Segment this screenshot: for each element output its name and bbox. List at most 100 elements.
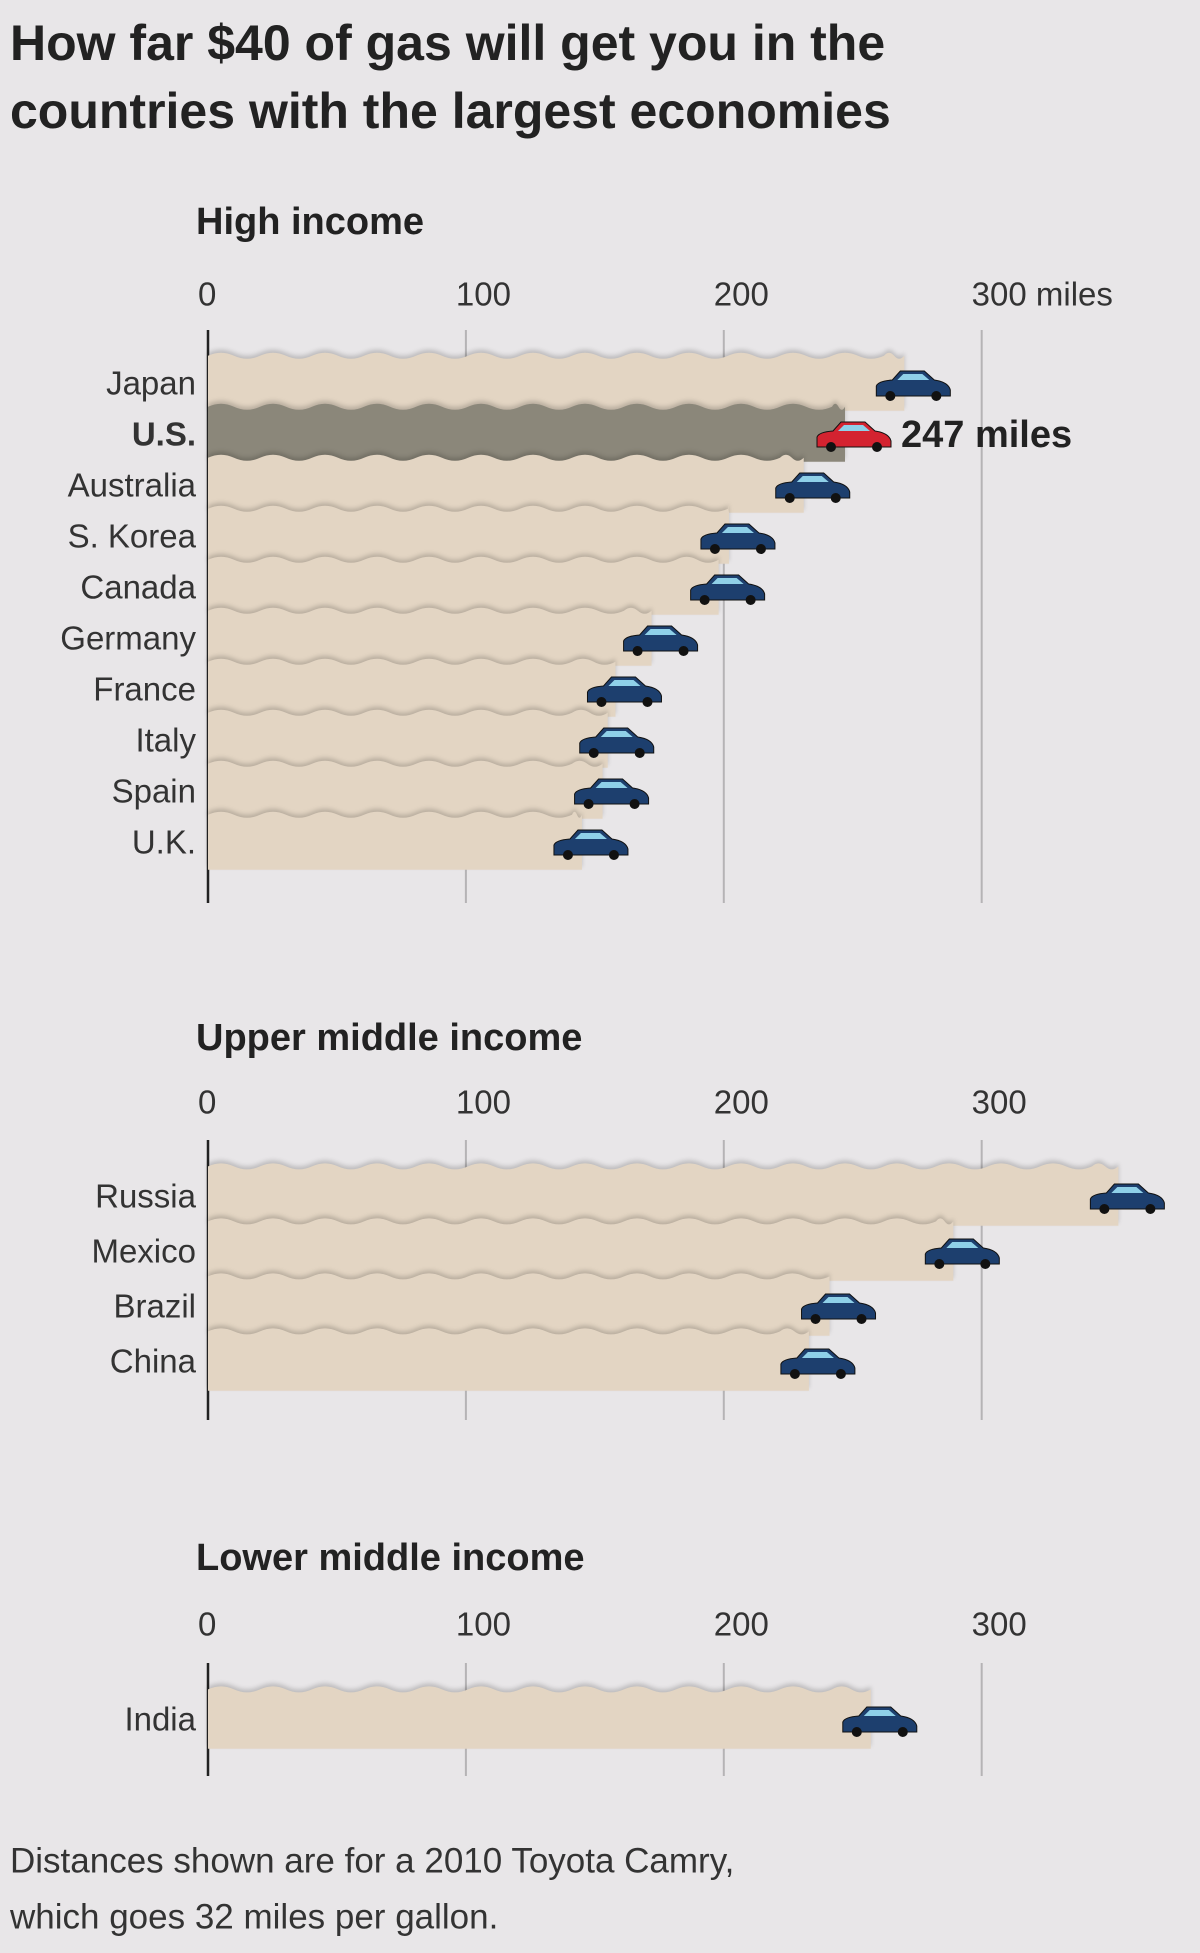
subtitle: High income — [196, 201, 424, 243]
car-wheel — [897, 1727, 908, 1737]
car-wheel — [562, 850, 573, 860]
car-wheel — [826, 442, 836, 452]
x-tick-label: 0 — [198, 276, 216, 313]
car-body — [780, 1348, 856, 1375]
car-wheel — [856, 1314, 867, 1324]
x-tick-label: 100 — [456, 276, 511, 313]
car-window — [721, 527, 754, 533]
value-label: 247 miles — [901, 414, 1072, 456]
note: which goes 32 miles per gallon. — [9, 1897, 498, 1936]
category-label: Spain — [112, 773, 196, 810]
car-body — [1089, 1183, 1165, 1210]
car-wheel — [830, 493, 841, 503]
car-body — [586, 676, 662, 703]
car-wheel — [709, 544, 720, 554]
car-body — [579, 727, 655, 754]
bar — [208, 1686, 871, 1749]
category-label: China — [110, 1343, 197, 1380]
title: countries with the largest economies — [10, 83, 891, 139]
car-body — [553, 829, 629, 856]
car — [579, 727, 655, 758]
car-wheel — [642, 697, 653, 707]
subtitle: Lower middle income — [196, 1537, 585, 1579]
car — [700, 523, 776, 554]
car-body — [574, 778, 650, 805]
car-window — [838, 425, 870, 431]
car-window — [801, 1352, 834, 1358]
x-tick-label: 0 — [198, 1084, 216, 1121]
category-label: Germany — [60, 620, 196, 657]
category-label: France — [93, 671, 196, 708]
x-tick-label: 100 — [456, 1084, 511, 1121]
bar — [208, 454, 804, 513]
car-body — [801, 1293, 877, 1320]
car-window — [574, 833, 607, 839]
car-window — [863, 1710, 896, 1716]
bar — [208, 811, 582, 870]
car-window — [608, 680, 641, 686]
car-body — [924, 1238, 1000, 1265]
car-wheel — [634, 748, 645, 758]
bar — [208, 607, 652, 666]
car-wheel — [934, 1259, 945, 1269]
car-wheel — [784, 493, 795, 503]
category-label: India — [124, 1701, 196, 1738]
bar — [208, 1273, 830, 1336]
bar — [208, 760, 603, 819]
car — [775, 472, 851, 503]
note: Distances shown are for a 2010 Toyota Ca… — [10, 1841, 734, 1880]
car-wheel — [835, 1369, 846, 1379]
category-label: Mexico — [91, 1233, 196, 1270]
car-window — [595, 782, 628, 788]
category-label: Canada — [80, 569, 196, 606]
car — [586, 676, 662, 707]
x-tick-label: 200 — [714, 276, 769, 313]
category-label: U.K. — [132, 824, 196, 861]
category-label: Brazil — [113, 1288, 196, 1325]
category-label: Italy — [135, 722, 196, 759]
car-window — [822, 1297, 855, 1303]
x-tick-label: 0 — [198, 1606, 216, 1643]
bar — [208, 1328, 809, 1391]
car-wheel — [755, 544, 766, 554]
car-body — [875, 370, 951, 397]
car — [801, 1293, 877, 1324]
title: How far $40 of gas will get you in the — [10, 15, 885, 71]
car-wheel — [608, 850, 619, 860]
subtitle: Upper middle income — [196, 1017, 582, 1059]
car-body — [775, 472, 851, 499]
car — [553, 829, 629, 860]
car-wheel — [885, 391, 896, 401]
car — [816, 421, 892, 452]
category-label: U.S. — [132, 416, 196, 453]
car-wheel — [851, 1727, 862, 1737]
car-wheel — [1145, 1204, 1156, 1214]
car-window — [1111, 1187, 1144, 1193]
car-body — [690, 574, 766, 601]
car-window — [897, 374, 930, 380]
bar — [208, 403, 845, 462]
car-window — [600, 731, 633, 737]
car — [924, 1238, 1000, 1269]
category-label: Australia — [68, 467, 197, 504]
car — [623, 625, 699, 656]
car-wheel — [1099, 1204, 1110, 1214]
bar — [208, 709, 608, 768]
car-wheel — [583, 799, 594, 809]
car — [1089, 1183, 1165, 1214]
car — [690, 574, 766, 605]
car-wheel — [931, 391, 942, 401]
car-wheel — [629, 799, 640, 809]
bar — [208, 658, 616, 717]
bar — [208, 556, 719, 615]
x-tick-label: 300 miles — [972, 276, 1113, 313]
car-wheel — [588, 748, 599, 758]
car — [574, 778, 650, 809]
car-window — [796, 476, 829, 482]
car-body — [816, 421, 892, 448]
bar — [208, 1163, 1119, 1226]
car-body — [700, 523, 776, 550]
bar — [208, 505, 729, 564]
x-tick-label: 200 — [714, 1606, 769, 1643]
